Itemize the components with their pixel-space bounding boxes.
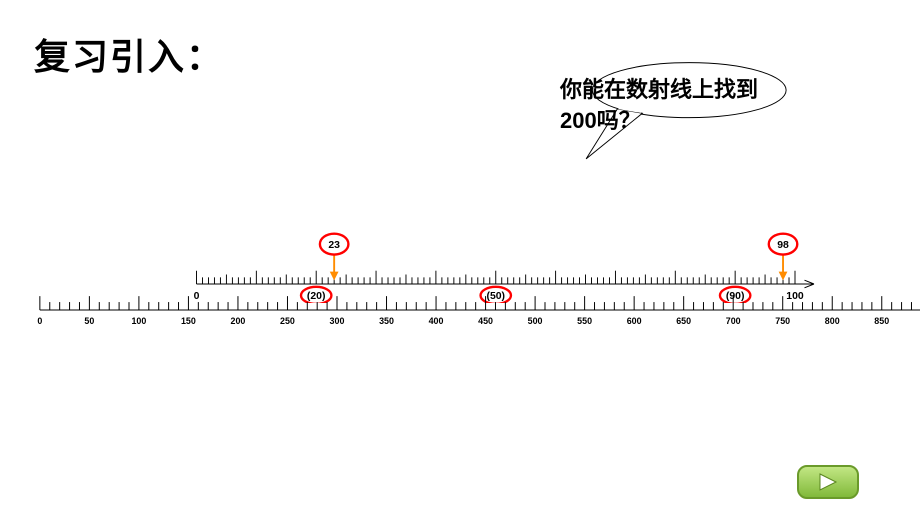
svg-text:500: 500	[528, 316, 543, 326]
svg-text:150: 150	[181, 316, 196, 326]
svg-text:200: 200	[231, 316, 246, 326]
svg-text:600: 600	[627, 316, 642, 326]
svg-text:23: 23	[328, 240, 340, 251]
bubble-line1: 你能在数射线上找到	[560, 77, 758, 102]
svg-text:750: 750	[775, 316, 790, 326]
svg-text:0: 0	[37, 316, 42, 326]
svg-text:800: 800	[825, 316, 840, 326]
svg-text:850: 850	[874, 316, 889, 326]
page-title: 复习引入：	[34, 28, 224, 80]
svg-text:650: 650	[676, 316, 691, 326]
svg-text:350: 350	[379, 316, 394, 326]
svg-text:450: 450	[478, 316, 493, 326]
svg-text:50: 50	[84, 316, 94, 326]
number-line-0-100: 0100(20)(50)(90)2398	[170, 208, 830, 268]
svg-text:300: 300	[330, 316, 345, 326]
number-line-0-1000: 0 50 100 150 200 250 300 350 400 450 500 550 600 650 7…	[25, 280, 920, 340]
svg-text:400: 400	[429, 316, 444, 326]
bubble-text: 你能在数射线上找到 200吗？	[560, 75, 820, 137]
next-button[interactable]	[796, 464, 860, 500]
svg-text:250: 250	[280, 316, 295, 326]
svg-text:98: 98	[777, 240, 789, 251]
svg-text:550: 550	[577, 316, 592, 326]
svg-text:700: 700	[726, 316, 741, 326]
svg-text:100: 100	[131, 316, 146, 326]
bubble-line2: 200吗？	[560, 108, 641, 133]
